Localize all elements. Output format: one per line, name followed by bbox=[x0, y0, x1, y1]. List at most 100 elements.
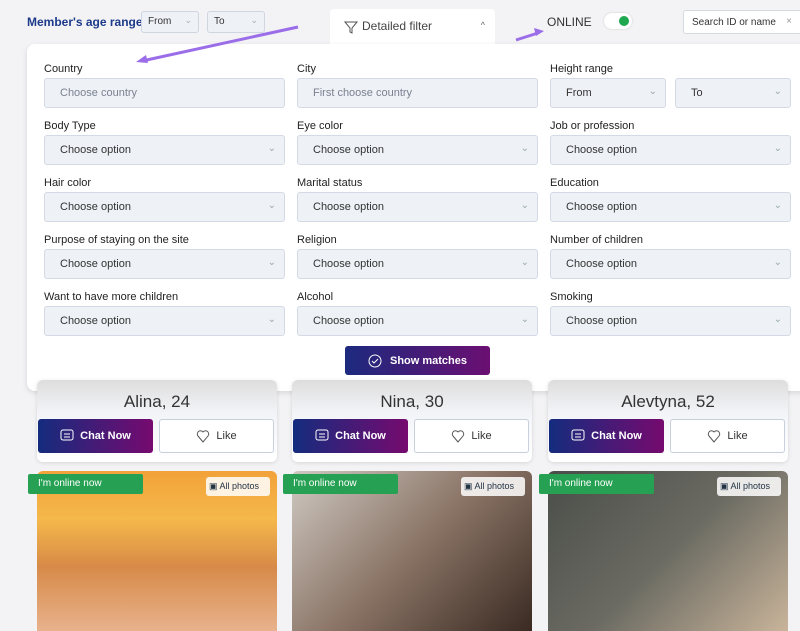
profile-photo[interactable] bbox=[37, 471, 277, 631]
all-photos-button[interactable]: ▣ All photos bbox=[206, 477, 270, 496]
filter-value: Choose option bbox=[566, 315, 637, 327]
height-from-select[interactable]: From ⌄ bbox=[550, 78, 666, 108]
chat-now-button[interactable]: Chat Now bbox=[38, 419, 153, 453]
filter-label: Hair color bbox=[44, 177, 92, 189]
chevron-down-icon: ⌄ bbox=[520, 200, 529, 211]
filter-label: Job or profession bbox=[550, 120, 635, 132]
filter-select[interactable]: Choose option ⌄ bbox=[297, 306, 538, 336]
chevron-down-icon: ⌄ bbox=[773, 257, 782, 268]
search-placeholder: Search ID or name bbox=[692, 17, 776, 28]
chevron-down-icon: ⌄ bbox=[648, 86, 657, 97]
filter-select[interactable]: Choose option ⌄ bbox=[297, 192, 538, 222]
like-button[interactable]: Like bbox=[159, 419, 274, 453]
profile-photo[interactable] bbox=[292, 471, 532, 631]
filter-select[interactable]: Choose country bbox=[44, 78, 285, 108]
chevron-down-icon: ⌄ bbox=[267, 143, 276, 154]
chevron-down-icon: ⌄ bbox=[250, 15, 258, 25]
chevron-down-icon: ⌄ bbox=[267, 314, 276, 325]
filter-label: Number of children bbox=[550, 234, 643, 246]
age-to-select[interactable]: To ⌄ bbox=[207, 11, 265, 33]
chat-icon bbox=[315, 429, 329, 441]
filter-select[interactable]: Choose option ⌄ bbox=[297, 249, 538, 279]
profile-name: Alevtyna, 52 bbox=[621, 392, 715, 411]
search-input[interactable]: Search ID or name × bbox=[683, 10, 800, 34]
filter-value: Choose option bbox=[313, 144, 384, 156]
filter-label: Education bbox=[550, 177, 599, 189]
chevron-down-icon: ⌄ bbox=[520, 257, 529, 268]
chevron-down-icon: ⌄ bbox=[773, 200, 782, 211]
chat-now-button[interactable]: Chat Now bbox=[549, 419, 664, 453]
all-photos-button[interactable]: ▣ All photos bbox=[717, 477, 781, 496]
age-from-value: From bbox=[148, 16, 172, 27]
like-button[interactable]: Like bbox=[670, 419, 785, 453]
chat-now-label: Chat Now bbox=[591, 430, 642, 442]
chevron-down-icon: ⌄ bbox=[267, 200, 276, 211]
filter-value: First choose country bbox=[313, 87, 413, 99]
age-from-select[interactable]: From ⌄ bbox=[141, 11, 199, 33]
filter-label: Alcohol bbox=[297, 291, 334, 303]
filter-select[interactable]: Choose option ⌄ bbox=[44, 192, 285, 222]
profile-name: Nina, 30 bbox=[380, 392, 444, 411]
filter-select[interactable]: Choose option ⌄ bbox=[550, 249, 791, 279]
filter-select[interactable]: Choose option ⌄ bbox=[550, 135, 791, 165]
filter-label: Height range bbox=[550, 63, 613, 75]
chat-now-button[interactable]: Chat Now bbox=[293, 419, 408, 453]
filter-label: Marital status bbox=[297, 177, 363, 189]
detailed-filter-tab[interactable]: Detailed filter ^ bbox=[330, 9, 495, 49]
filter-select[interactable]: Choose option ⌄ bbox=[550, 306, 791, 336]
filter-select[interactable]: Choose option ⌄ bbox=[44, 135, 285, 165]
like-button[interactable]: Like bbox=[414, 419, 529, 453]
like-label: Like bbox=[471, 430, 492, 442]
profile-name: Alina, 24 bbox=[123, 392, 191, 411]
filter-value: Choose option bbox=[60, 258, 131, 270]
filter-select[interactable]: Choose option ⌄ bbox=[297, 135, 538, 165]
close-icon[interactable]: × bbox=[786, 16, 792, 27]
profile-photo[interactable] bbox=[548, 471, 788, 631]
filter-select[interactable]: Choose option ⌄ bbox=[44, 249, 285, 279]
online-toggle[interactable] bbox=[604, 13, 632, 29]
filter-icon bbox=[343, 21, 359, 34]
filter-select[interactable]: Choose option ⌄ bbox=[550, 192, 791, 222]
filter-label: Country bbox=[44, 63, 83, 75]
chevron-down-icon: ⌄ bbox=[520, 314, 529, 325]
filter-label: Religion bbox=[297, 234, 337, 246]
filter-value: Choose option bbox=[566, 258, 637, 270]
chevron-up-icon: ^ bbox=[480, 20, 485, 30]
chevron-down-icon: ⌄ bbox=[184, 15, 192, 25]
detailed-filter-label: Detailed filter bbox=[362, 19, 433, 33]
filter-value: Choose option bbox=[60, 201, 131, 213]
filter-select[interactable]: First choose country bbox=[297, 78, 538, 108]
show-matches-button[interactable]: Show matches bbox=[345, 346, 490, 375]
height-from-value: From bbox=[566, 87, 592, 99]
filter-value: Choose country bbox=[60, 87, 138, 99]
filter-value: Choose option bbox=[313, 315, 384, 327]
age-to-value: To bbox=[214, 16, 225, 27]
filter-value: Choose option bbox=[566, 144, 637, 156]
all-photos-button[interactable]: ▣ All photos bbox=[461, 477, 525, 496]
chat-now-label: Chat Now bbox=[335, 430, 386, 442]
chevron-down-icon: ⌄ bbox=[773, 86, 782, 97]
chevron-down-icon: ⌄ bbox=[267, 257, 276, 268]
height-to-value: To bbox=[691, 87, 703, 99]
chevron-down-icon: ⌄ bbox=[773, 143, 782, 154]
image-icon: ▣ bbox=[720, 481, 729, 491]
online-label: ONLINE bbox=[547, 15, 592, 29]
online-badge: I'm online now bbox=[28, 474, 143, 494]
filter-label: Smoking bbox=[550, 291, 593, 303]
filter-select[interactable]: Choose option ⌄ bbox=[44, 306, 285, 336]
filter-value: Choose option bbox=[313, 201, 384, 213]
all-photos-label: All photos bbox=[219, 481, 260, 491]
heart-icon bbox=[197, 430, 210, 443]
chat-now-label: Chat Now bbox=[80, 430, 131, 442]
like-label: Like bbox=[727, 430, 748, 442]
height-to-select[interactable]: To ⌄ bbox=[675, 78, 791, 108]
image-icon: ▣ bbox=[464, 481, 473, 491]
all-photos-label: All photos bbox=[474, 481, 515, 491]
show-matches-label: Show matches bbox=[389, 354, 468, 367]
check-circle-icon bbox=[368, 354, 382, 367]
filter-value: Choose option bbox=[60, 315, 131, 327]
filter-label: Want to have more children bbox=[44, 291, 179, 303]
image-icon: ▣ bbox=[209, 481, 218, 491]
age-range-label: Member's age range bbox=[27, 15, 143, 29]
filter-label: Purpose of staying on the site bbox=[44, 234, 189, 246]
